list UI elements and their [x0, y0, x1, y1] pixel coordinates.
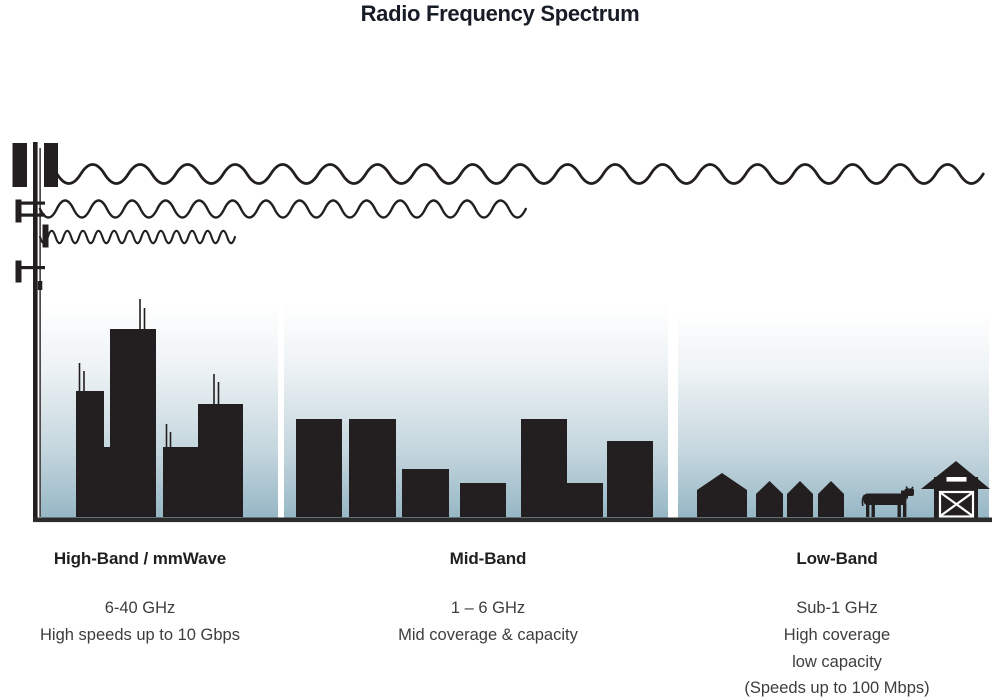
high-band-frequency: 6-40 GHz [104, 599, 176, 617]
ground-line [33, 517, 992, 523]
barn-icon [921, 461, 990, 518]
spectrum-illustration [12, 142, 992, 523]
mid-band-heading: Mid-Band [449, 549, 527, 568]
mid-band-coverage-panel [284, 302, 668, 518]
mid-band-description: Mid coverage & capacity [398, 625, 578, 644]
page-title: Radio Frequency Spectrum [360, 1, 640, 26]
low-band-coverage: High coverage [783, 625, 891, 644]
high-band-caption: High-Band / mmWave 6-40 GHz High speeds … [25, 549, 255, 649]
mid-band-frequency: 1 – 6 GHz [450, 599, 526, 617]
mid-band-wave-icon [38, 199, 527, 219]
rooftop-antennas [78, 299, 220, 447]
barn-door [938, 490, 975, 518]
low-band-capacity: low capacity [792, 652, 882, 671]
cow-icon [861, 486, 914, 517]
house-icon [697, 473, 747, 517]
house-icon [756, 481, 783, 517]
high-band-wave-icon [38, 229, 237, 245]
high-band-description: High speeds up to 10 Gbps [40, 625, 240, 644]
house-icon [787, 481, 813, 517]
town-buildings-icon [296, 419, 653, 517]
low-band-heading: Low-Band [796, 549, 878, 568]
low-band-wave-icon [55, 163, 985, 185]
house-icon [818, 481, 844, 517]
low-band-frequency: Sub-1 GHz [796, 599, 878, 617]
low-band-caption: Low-Band Sub-1 GHz High coverage low cap… [692, 549, 982, 700]
cell-tower-icon [12, 142, 58, 518]
mid-band-caption: Mid-Band 1 – 6 GHz Mid coverage & capaci… [373, 549, 603, 649]
high-band-heading: High-Band / mmWave [53, 549, 227, 568]
low-band-speed: (Speeds up to 100 Mbps) [744, 679, 930, 698]
rural-scene-icon [697, 461, 990, 518]
barn-hayloft-slit [946, 477, 967, 482]
city-skyline-icon [76, 299, 243, 517]
